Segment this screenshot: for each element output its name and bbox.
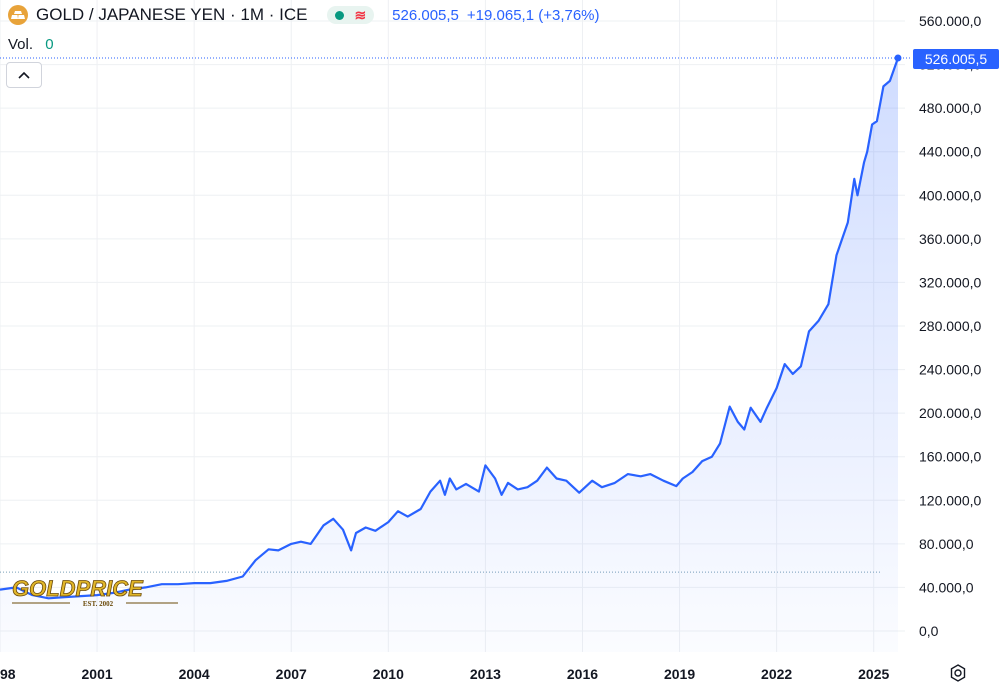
- y-tick-label: 560.000,0: [919, 13, 981, 29]
- y-tick-label: 80.000,0: [919, 536, 974, 552]
- x-tick-label: 1998: [0, 666, 16, 682]
- y-tick-label: 440.000,0: [919, 144, 981, 160]
- x-tick-label: 2025: [858, 666, 889, 682]
- y-tick-label: 240.000,0: [919, 362, 981, 378]
- goldprice-logo: GOLDPRICE EST. 2002: [8, 574, 184, 608]
- x-tick-label: 2019: [664, 666, 695, 682]
- market-open-dot-icon: [335, 10, 345, 20]
- x-tick-label: 2004: [179, 666, 210, 682]
- x-tick-label: 2007: [276, 666, 307, 682]
- series-line: [0, 57, 900, 600]
- svg-text:GOLDPRICE: GOLDPRICE: [12, 576, 144, 601]
- y-tick-label: 480.000,0: [919, 100, 981, 116]
- gold-bars-icon[interactable]: [8, 5, 28, 25]
- x-axis[interactable]: 1998 2001 2004 2007 2010 2013 2016 2019 2022 2025: [0, 666, 889, 682]
- y-tick-label: 400.000,0: [919, 187, 981, 203]
- collapse-legend-button[interactable]: [6, 62, 42, 88]
- x-tick-label: 2022: [761, 666, 792, 682]
- y-tick-label: 280.000,0: [919, 318, 981, 334]
- volume-label: Vol.: [8, 36, 34, 53]
- last-price: 526.005,5: [392, 6, 459, 24]
- delayed-data-icon: ≋: [354, 7, 367, 23]
- x-tick-label: 2010: [373, 666, 404, 682]
- volume-indicator[interactable]: Vol. 0: [8, 36, 54, 53]
- svg-text:EST. 2002: EST. 2002: [83, 600, 114, 608]
- y-tick-label: 360.000,0: [919, 231, 981, 247]
- x-tick-label: 2016: [567, 666, 598, 682]
- chart-settings-button[interactable]: [947, 662, 969, 684]
- series-area: [0, 58, 898, 652]
- status-pill[interactable]: ≋: [327, 6, 375, 24]
- y-tick-label: 200.000,0: [919, 405, 981, 421]
- price-change: +19.065,1 (+3,76%): [466, 6, 600, 24]
- last-price-badge: 526.005,5: [913, 49, 999, 69]
- chevron-up-icon: [18, 71, 30, 79]
- volume-value: 0: [45, 36, 54, 53]
- y-tick-label: 120.000,0: [919, 492, 981, 508]
- y-tick-label: 40.000,0: [919, 579, 974, 595]
- symbol-title[interactable]: GOLD / JAPANESE YEN · 1M · ICE: [36, 5, 308, 24]
- y-tick-label: 320.000,0: [919, 274, 981, 290]
- chart-header: GOLD / JAPANESE YEN · 1M · ICE ≋ 526.005…: [8, 4, 600, 26]
- y-axis[interactable]: 0,0 40.000,0 80.000,0 120.000,0 160.000,0 200…: [919, 13, 981, 639]
- x-tick-label: 2013: [470, 666, 501, 682]
- y-tick-label: 160.000,0: [919, 449, 981, 465]
- gear-icon: [950, 664, 966, 682]
- x-tick-label: 2001: [82, 666, 113, 682]
- last-price-point: [894, 54, 902, 62]
- y-tick-label: 0,0: [919, 623, 939, 639]
